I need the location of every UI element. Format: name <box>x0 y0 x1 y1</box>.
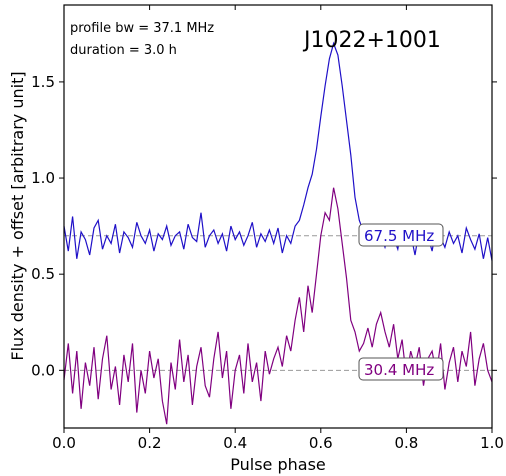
series-label-box-30-4 <box>358 357 444 381</box>
plot-frame <box>63 4 493 429</box>
series-label-text-30-4: 30.4 MHz <box>364 361 434 379</box>
series-label-box-67-5 <box>358 223 444 247</box>
y-axis-label: Flux density + offset [arbitrary unit] <box>8 71 27 360</box>
series-label-30-4: 30.4 MHz <box>358 357 444 381</box>
x-tick-label: 0.4 <box>223 434 247 452</box>
chart-title: J1022+1001 <box>302 28 441 53</box>
x-tick-label: 0.6 <box>309 434 333 452</box>
x-tick-label: 1.0 <box>480 434 504 452</box>
y-tick-label: 0.5 <box>31 265 55 283</box>
x-tick-label: 0.2 <box>138 434 162 452</box>
y-tick-label: 0.0 <box>31 361 55 379</box>
y-axis-ticks: 0.0 0.5 1.0 1.5 <box>31 73 497 379</box>
x-tick-label: 0.8 <box>394 434 418 452</box>
annotation-profile-bw: profile bw = 37.1 MHz <box>70 21 214 36</box>
annotation-duration: duration = 3.0 h <box>70 43 177 58</box>
series-label-text-67-5: 67.5 MHz <box>364 227 434 245</box>
y-tick-label: 1.0 <box>31 169 55 187</box>
series-label-67-5: 67.5 MHz <box>358 223 444 247</box>
x-axis-label: Pulse phase <box>230 455 326 474</box>
x-tick-label: 0.0 <box>52 434 76 452</box>
x-axis-ticks: 0.0 0.2 0.4 0.6 0.8 1.0 <box>52 5 504 452</box>
y-tick-label: 1.5 <box>31 73 55 91</box>
